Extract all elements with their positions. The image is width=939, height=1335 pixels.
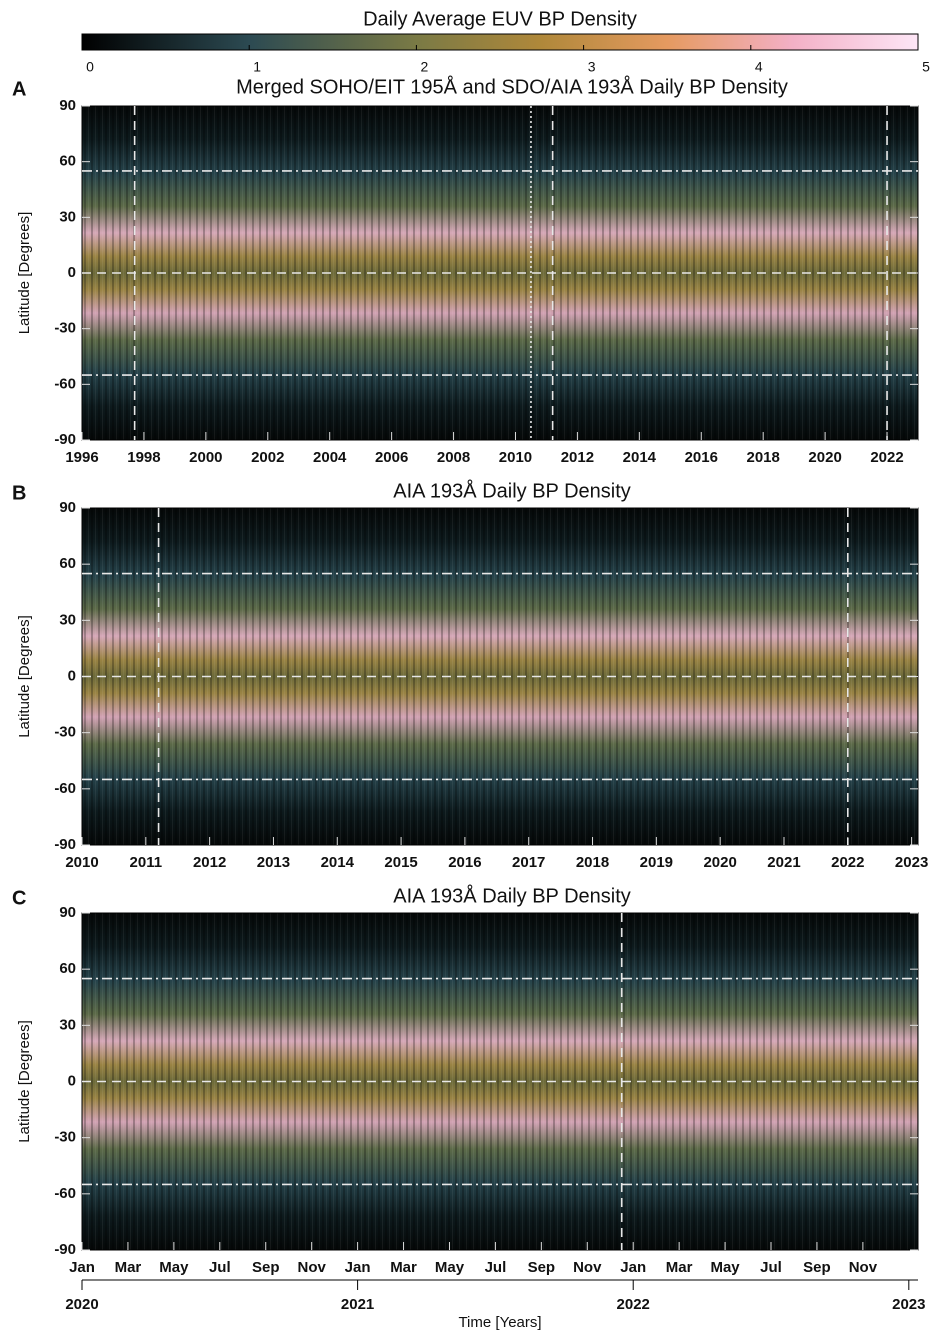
y-axis-label: Latitude [Degrees]	[16, 212, 33, 335]
x-tick-label: Mar	[115, 1259, 142, 1276]
x-tick-label: 1998	[127, 449, 160, 466]
y-tick-label: -90	[54, 836, 76, 853]
y-tick-label: 0	[68, 667, 76, 684]
y-tick-label: -60	[54, 1185, 76, 1202]
colorbar-tick-label: 4	[755, 59, 763, 75]
x-tick-label: Jan	[69, 1259, 95, 1276]
x-tick-label: Nov	[297, 1259, 326, 1276]
x-tick-label: 2000	[189, 449, 222, 466]
year-tick-label: 2020	[65, 1296, 98, 1313]
x-tick-label: 2020	[808, 449, 841, 466]
x-tick-label: Sep	[803, 1259, 831, 1276]
year-tick-label: 2023	[892, 1296, 925, 1313]
x-tick-label: Nov	[573, 1259, 602, 1276]
x-tick-label: 2013	[257, 854, 290, 871]
x-tick-label: 2018	[576, 854, 609, 871]
x-tick-label: Mar	[666, 1259, 693, 1276]
x-tick-label: May	[159, 1259, 189, 1276]
y-tick-label: -60	[54, 375, 76, 392]
x-tick-label: May	[435, 1259, 465, 1276]
y-tick-label: 90	[59, 499, 76, 516]
x-tick-label: 2018	[746, 449, 779, 466]
y-tick-label: -90	[54, 1241, 76, 1258]
y-axis-label: Latitude [Degrees]	[16, 1020, 33, 1143]
x-tick-label: 2004	[313, 449, 347, 466]
x-tick-label: 2008	[437, 449, 470, 466]
x-tick-label: 2014	[623, 449, 657, 466]
x-tick-label: 2010	[65, 854, 98, 871]
x-tick-label: 2010	[499, 449, 532, 466]
panel-title: AIA 193Å Daily BP Density	[393, 479, 631, 502]
x-tick-label: Jul	[485, 1259, 507, 1276]
x-tick-label: 2015	[384, 854, 417, 871]
x-tick-label: 2014	[321, 854, 355, 871]
x-tick-label: 2020	[703, 854, 736, 871]
x-tick-label: 2002	[251, 449, 284, 466]
x-tick-label: 2022	[870, 449, 903, 466]
y-tick-label: 90	[59, 97, 76, 114]
x-tick-label: 2016	[448, 854, 481, 871]
x-tick-label: May	[710, 1259, 740, 1276]
x-tick-label: 2012	[561, 449, 594, 466]
y-tick-label: 90	[59, 904, 76, 921]
x-tick-label: 2011	[130, 854, 163, 871]
year-tick-label: 2021	[341, 1296, 374, 1313]
y-tick-label: 30	[59, 611, 76, 628]
y-tick-label: -90	[54, 431, 76, 448]
colorbar-tick-label: 0	[86, 59, 94, 75]
x-tick-label: Jan	[620, 1259, 646, 1276]
panel-title: AIA 193Å Daily BP Density	[393, 884, 631, 907]
x-tick-label: Mar	[390, 1259, 417, 1276]
x-tick-label: Jan	[345, 1259, 371, 1276]
x-tick-label: 2021	[767, 854, 800, 871]
y-tick-label: 60	[59, 960, 76, 977]
x-tick-label: 2017	[512, 854, 545, 871]
colorbar-tick-label: 2	[421, 59, 429, 75]
x-tick-label: 2006	[375, 449, 408, 466]
y-tick-label: -30	[54, 320, 76, 337]
year-tick-label: 2022	[617, 1296, 650, 1313]
panel-label: C	[12, 887, 26, 909]
colorbar-tick-label: 5	[922, 59, 930, 75]
x-tick-label: 2022	[831, 854, 864, 871]
panel-label: A	[12, 78, 26, 100]
x-tick-label: 2012	[193, 854, 226, 871]
panel-title: Merged SOHO/EIT 195Å and SDO/AIA 193Å Da…	[236, 75, 788, 98]
y-tick-label: -30	[54, 1129, 76, 1146]
y-tick-label: -30	[54, 724, 76, 741]
x-tick-label: 2019	[640, 854, 673, 871]
x-tick-label: Sep	[252, 1259, 280, 1276]
x-tick-label: 2016	[685, 449, 718, 466]
x-tick-label: Jul	[209, 1259, 231, 1276]
y-tick-label: 30	[59, 208, 76, 225]
colorbar-tick-label: 3	[588, 59, 596, 75]
y-tick-label: 30	[59, 1016, 76, 1033]
x-tick-label: Sep	[528, 1259, 556, 1276]
colorbar-title: Daily Average EUV BP Density	[363, 8, 637, 30]
colorbar-tick-label: 1	[253, 59, 261, 75]
x-tick-label: 1996	[65, 449, 98, 466]
y-tick-label: 60	[59, 153, 76, 170]
panel-label: B	[12, 482, 26, 504]
y-tick-label: -60	[54, 780, 76, 797]
y-tick-label: 0	[68, 1072, 76, 1089]
y-axis-label: Latitude [Degrees]	[16, 615, 33, 738]
x-tick-label: 2023	[895, 854, 928, 871]
x-axis-label: Time [Years]	[458, 1314, 541, 1331]
colorbar	[81, 33, 919, 51]
x-tick-label: Nov	[849, 1259, 878, 1276]
y-tick-label: 60	[59, 555, 76, 572]
x-tick-label: Jul	[760, 1259, 782, 1276]
y-tick-label: 0	[68, 264, 76, 281]
